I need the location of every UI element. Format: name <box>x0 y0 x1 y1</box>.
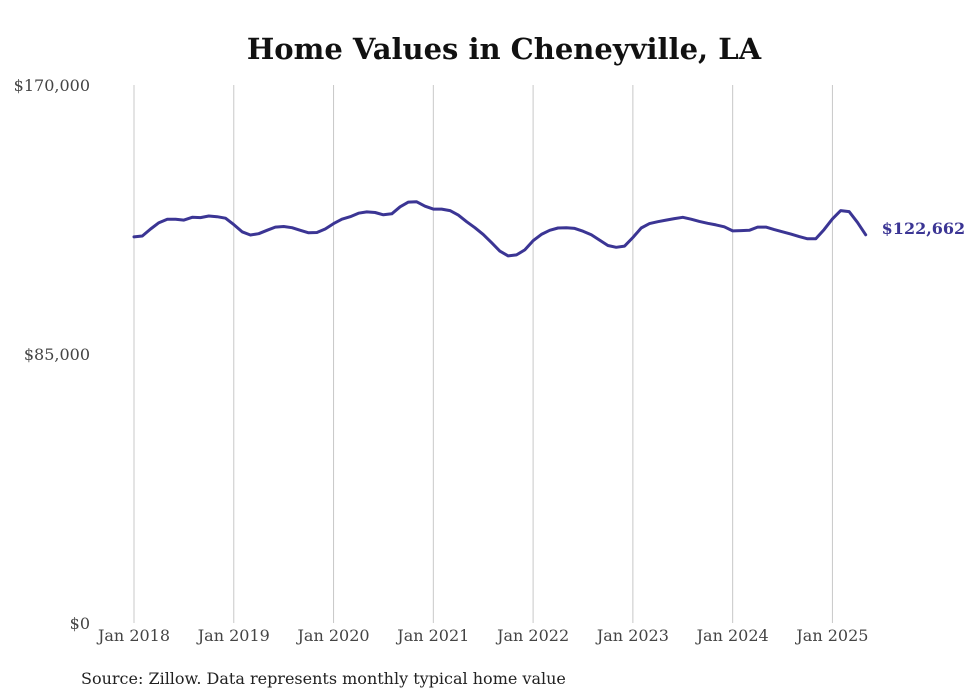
home-value-series-line <box>132 200 868 258</box>
x-tick-label: Jan 2020 <box>296 626 370 645</box>
latest-value-label: $122,662 <box>882 219 966 238</box>
x-tick-label: Jan 2025 <box>794 626 868 645</box>
y-axis-ticks: $0 $85,000 $170,000 <box>14 76 90 633</box>
x-tick-label: Jan 2019 <box>196 626 270 645</box>
x-tick-label: Jan 2022 <box>495 626 569 645</box>
y-tick-label: $170,000 <box>14 76 90 95</box>
x-tick-label: Jan 2021 <box>395 626 469 645</box>
x-tick-label: Jan 2018 <box>96 626 170 645</box>
x-tick-label: Jan 2024 <box>695 626 769 645</box>
y-tick-label: $0 <box>70 614 90 633</box>
source-note: Source: Zillow. Data represents monthly … <box>81 669 566 688</box>
x-axis-ticks: Jan 2018 Jan 2019 Jan 2020 Jan 2021 Jan 2022… <box>96 626 868 645</box>
x-tick-label: Jan 2023 <box>595 626 669 645</box>
chart-title: Home Values in Cheneyville, LA <box>247 32 762 66</box>
gridlines <box>133 85 833 623</box>
y-tick-label: $85,000 <box>24 345 90 364</box>
